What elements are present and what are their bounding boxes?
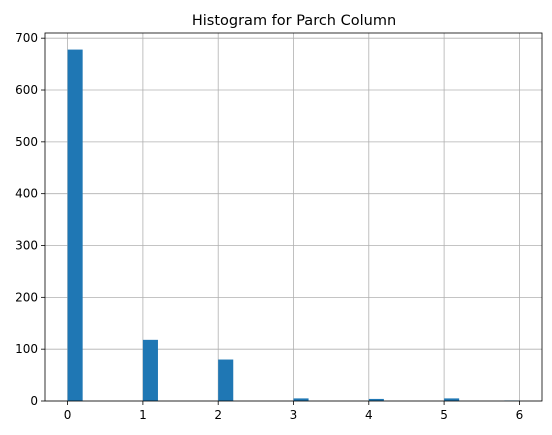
x-tick-label: 5 xyxy=(440,408,448,422)
histogram-bar xyxy=(368,398,384,401)
histogram-bar xyxy=(293,398,309,401)
histogram-bar xyxy=(142,339,158,401)
x-tick-label: 0 xyxy=(64,408,72,422)
y-tick-label: 100 xyxy=(15,342,38,356)
y-axis-ticks: 0 100 200 300 400 500 600 700 xyxy=(15,31,45,408)
histogram-bar xyxy=(444,398,460,401)
y-tick-label: 400 xyxy=(15,187,38,201)
x-tick-label: 4 xyxy=(365,408,373,422)
histogram-bar xyxy=(67,49,83,402)
y-tick-label: 600 xyxy=(15,83,38,97)
bars xyxy=(67,49,520,402)
y-tick-label: 0 xyxy=(30,394,38,408)
y-tick-label: 700 xyxy=(15,31,38,45)
y-tick-label: 500 xyxy=(15,135,38,149)
y-tick-label: 300 xyxy=(15,239,38,253)
x-axis-ticks: 0 1 2 3 4 5 6 xyxy=(64,401,523,422)
x-tick-label: 3 xyxy=(290,408,298,422)
x-tick-label: 1 xyxy=(139,408,147,422)
chart-title: Histogram for Parch Column xyxy=(192,13,396,29)
x-tick-label: 2 xyxy=(214,408,222,422)
y-tick-label: 200 xyxy=(15,290,38,304)
x-tick-label: 6 xyxy=(516,408,524,422)
histogram-bar xyxy=(218,359,234,401)
grid-lines xyxy=(45,33,542,402)
